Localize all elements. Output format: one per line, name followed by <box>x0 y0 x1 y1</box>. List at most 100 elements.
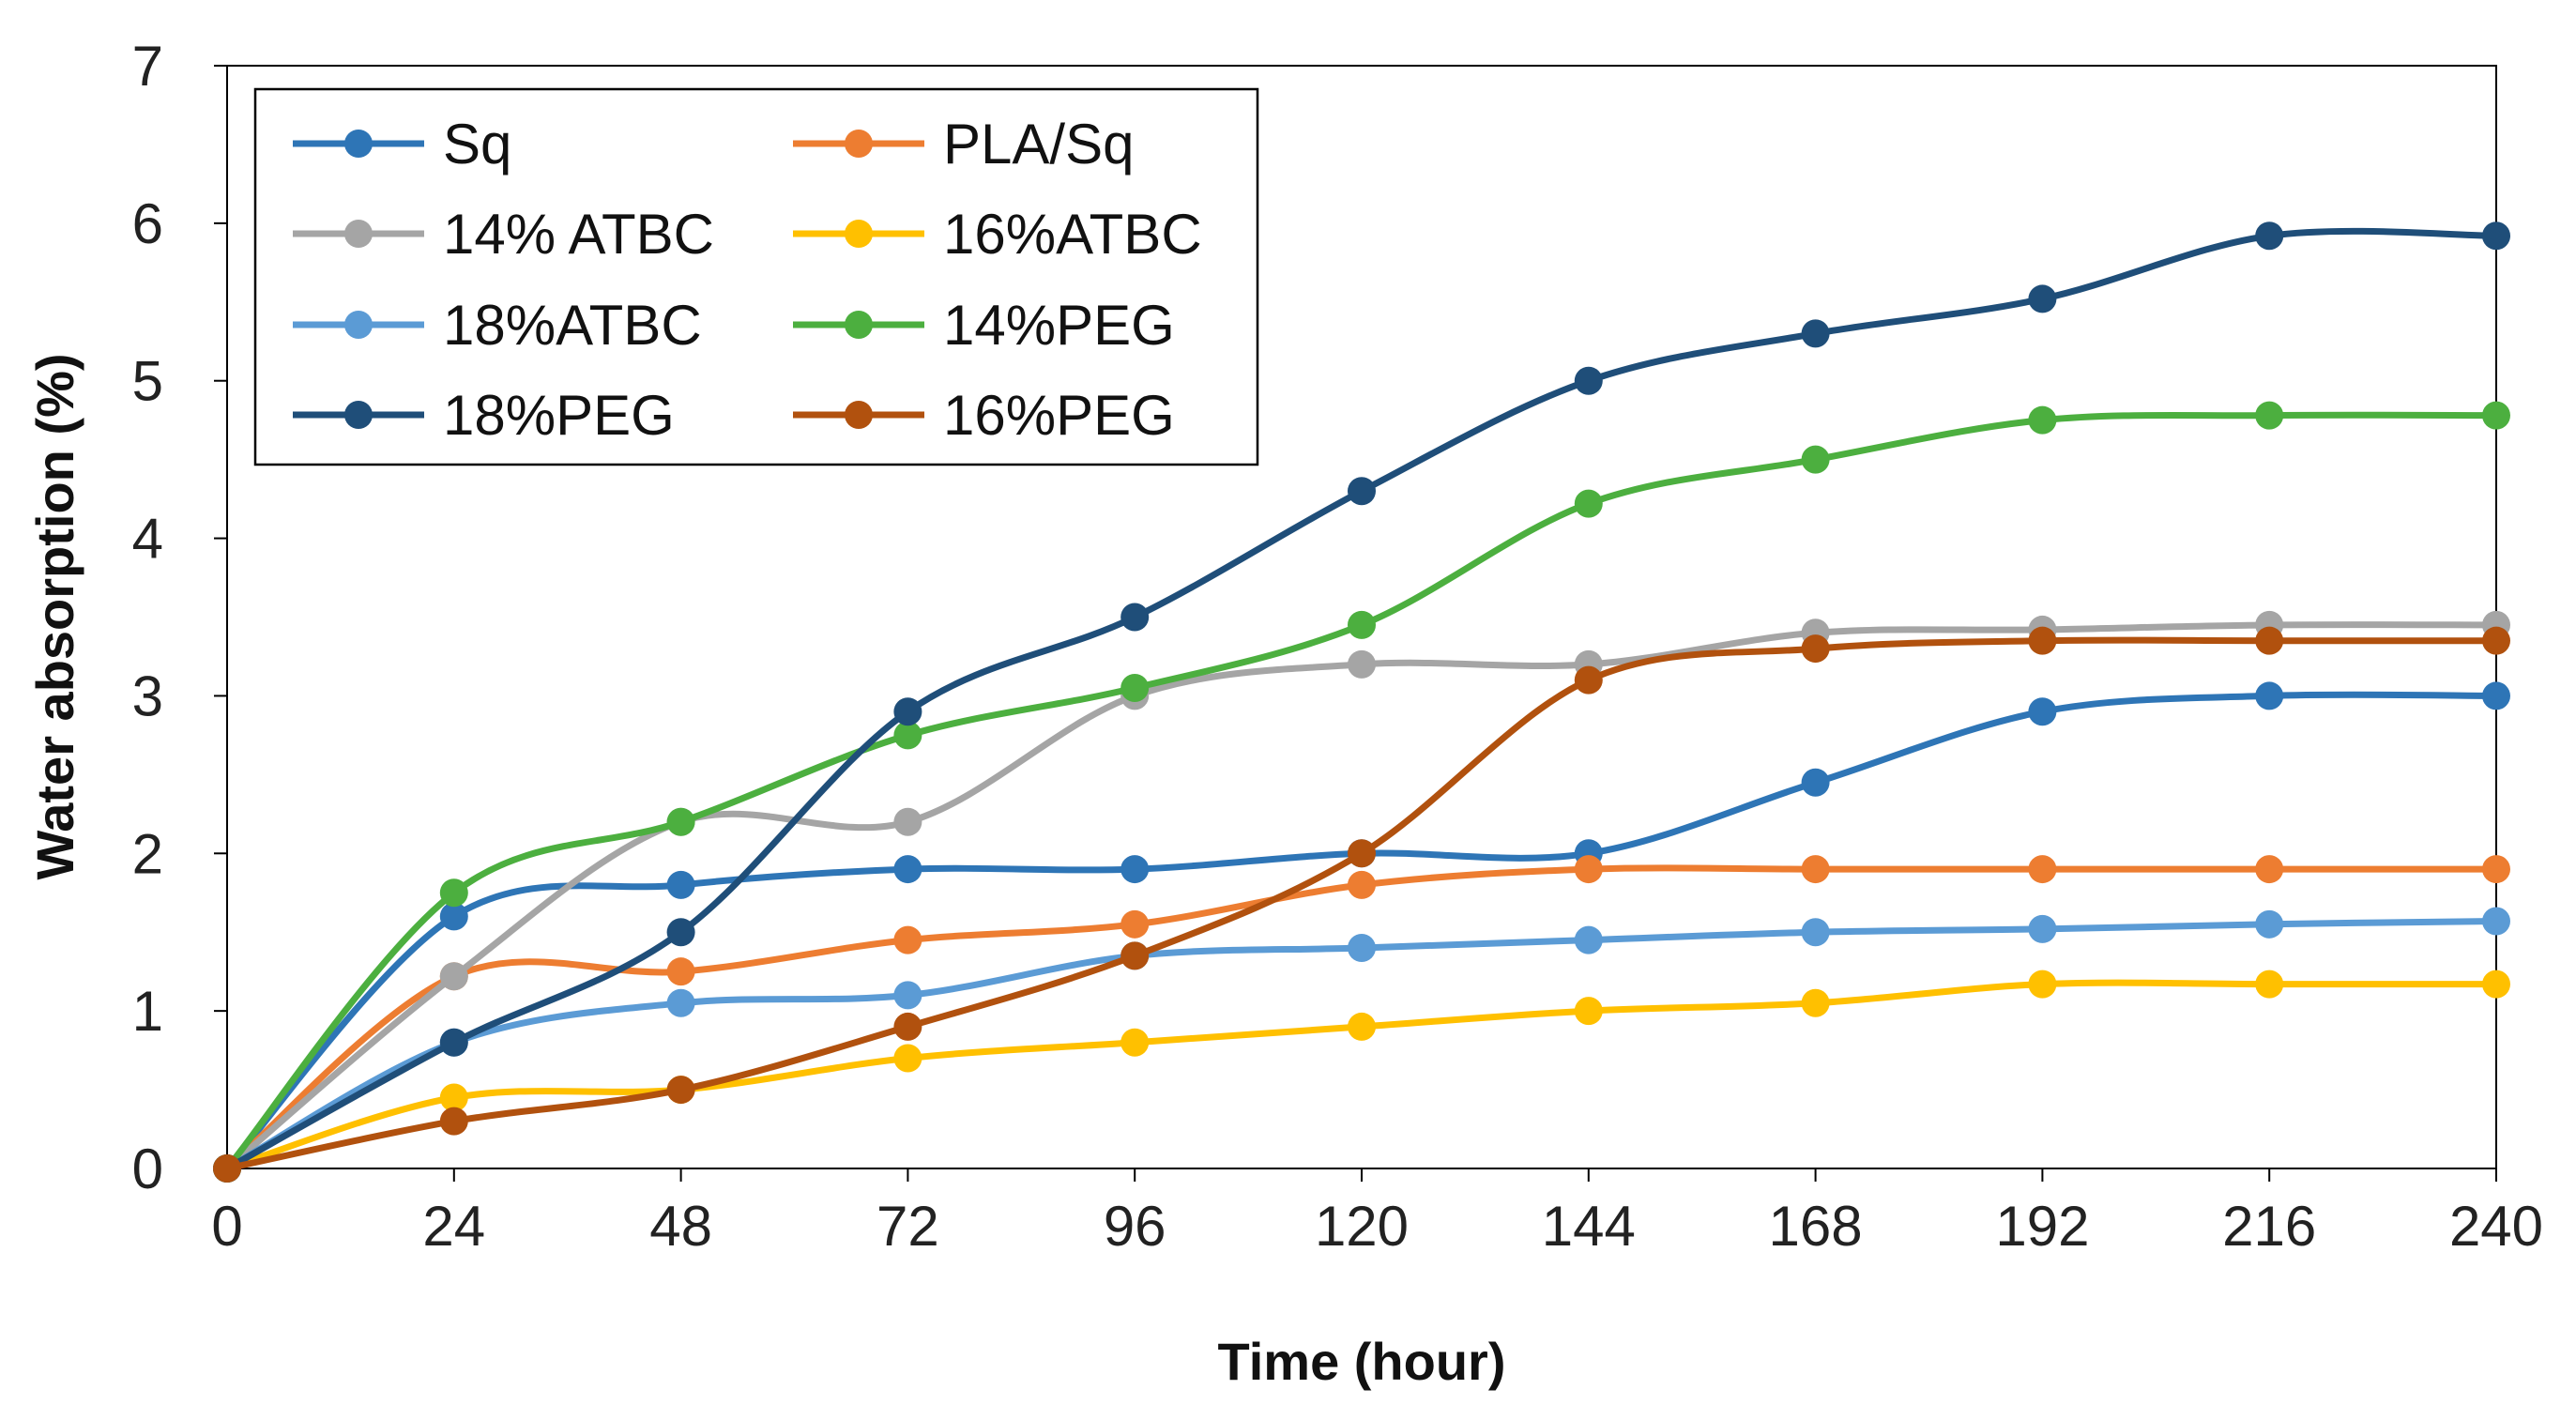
point-sq-216 <box>2255 681 2284 710</box>
legend: Sq PLA/Sq 14% ATBC 16%ATBC 18%ATBC 14%PEG 18%P… <box>253 87 1259 466</box>
point-16-atbc-96 <box>1120 1028 1150 1057</box>
x-tick-label-192: 192 <box>1995 1195 2089 1258</box>
legend-label-pla-sq: PLA/Sq <box>943 113 1134 176</box>
tick-layer: 0 24 48 72 96 120 144 168 192 216 240 0 1 2 3 4 5 6 7 <box>132 35 2543 1258</box>
point-sq-48 <box>666 870 695 899</box>
series-line-18-peg <box>223 227 2500 1172</box>
point-16-peg-144 <box>1574 665 1603 695</box>
series-layer <box>213 221 2510 1183</box>
legend-swatch-marker-16-atbc <box>845 220 873 248</box>
point-18-atbc-192 <box>2028 914 2057 943</box>
point-sq-72 <box>893 855 922 884</box>
legend-swatch-marker-sq <box>344 130 373 158</box>
series-line-sq <box>223 691 2500 1172</box>
point-18-atbc-48 <box>666 988 695 1017</box>
legend-item-sq: Sq <box>293 113 511 176</box>
point-18-atbc-120 <box>1348 934 1376 962</box>
x-axis-title: Time (hour) <box>1218 1332 1506 1391</box>
point-sq-192 <box>2028 697 2057 726</box>
point-18-peg-48 <box>666 918 695 947</box>
series-14-peg <box>213 401 2510 1183</box>
point-18-atbc-168 <box>1801 918 1830 947</box>
point-16-atbc-24 <box>439 1083 468 1112</box>
legend-box <box>253 87 1259 466</box>
legend-label-18-atbc: 18%ATBC <box>443 294 702 357</box>
y-tick-label-3: 3 <box>132 664 163 727</box>
y-tick-label-6: 6 <box>132 192 163 255</box>
point-16-atbc-216 <box>2255 970 2284 999</box>
x-tick-label-144: 144 <box>1542 1195 1636 1258</box>
point-18-peg-240 <box>2482 221 2510 251</box>
point-14-atbc-120 <box>1348 649 1376 679</box>
point-14-atbc-72 <box>893 807 922 836</box>
legend-swatch-marker-14-peg <box>845 311 873 339</box>
point-14-peg-168 <box>1801 445 1830 474</box>
point-pla-sq-144 <box>1574 855 1603 884</box>
point-18-atbc-144 <box>1574 925 1603 954</box>
legend-item-16-peg: 16%PEG <box>793 384 1175 447</box>
legend-label-sq: Sq <box>443 113 511 176</box>
legend-swatch-marker-16-peg <box>845 401 873 429</box>
y-axis-title-group: Water absorption (%) <box>25 353 84 879</box>
point-18-peg-168 <box>1801 319 1830 348</box>
x-tick-label-216: 216 <box>2222 1195 2316 1258</box>
legend-swatch-marker-18-atbc <box>344 311 373 339</box>
legend-item-18-atbc: 18%ATBC <box>293 294 702 357</box>
legend-swatch-marker-14-atbc <box>344 220 373 248</box>
point-pla-sq-72 <box>893 925 922 954</box>
point-16-peg-120 <box>1348 839 1376 868</box>
point-pla-sq-216 <box>2255 855 2284 884</box>
point-14-atbc-24 <box>439 962 468 991</box>
point-18-peg-144 <box>1574 366 1603 395</box>
point-pla-sq-48 <box>666 957 695 986</box>
point-16-peg-0 <box>213 1154 241 1183</box>
x-tick-label-120: 120 <box>1315 1195 1409 1258</box>
point-16-atbc-72 <box>893 1044 922 1073</box>
point-14-peg-120 <box>1348 610 1376 639</box>
point-18-peg-72 <box>893 697 922 726</box>
x-tick-label-0: 0 <box>211 1195 242 1258</box>
point-pla-sq-168 <box>1801 855 1830 884</box>
x-tick-label-96: 96 <box>1104 1195 1166 1258</box>
point-18-peg-24 <box>439 1028 468 1057</box>
y-tick-label-0: 0 <box>132 1138 163 1200</box>
point-14-peg-192 <box>2028 405 2057 435</box>
point-pla-sq-240 <box>2482 855 2510 884</box>
point-14-peg-96 <box>1120 674 1150 703</box>
legend-item-18-peg: 18%PEG <box>293 384 675 447</box>
point-16-peg-168 <box>1801 634 1830 664</box>
legend-item-14-peg: 14%PEG <box>793 294 1175 357</box>
point-18-peg-192 <box>2028 284 2057 313</box>
point-16-peg-192 <box>2028 626 2057 655</box>
point-18-atbc-216 <box>2255 909 2284 939</box>
point-14-peg-216 <box>2255 401 2284 430</box>
point-16-atbc-240 <box>2482 970 2510 999</box>
x-tick-label-240: 240 <box>2449 1195 2543 1258</box>
point-16-peg-24 <box>439 1107 468 1136</box>
y-tick-label-7: 7 <box>132 35 163 98</box>
point-16-atbc-144 <box>1574 997 1603 1026</box>
point-18-atbc-240 <box>2482 907 2510 936</box>
point-pla-sq-192 <box>2028 855 2057 884</box>
series-16-peg <box>213 626 2510 1183</box>
point-18-peg-216 <box>2255 221 2284 251</box>
legend-item-pla-sq: PLA/Sq <box>793 113 1134 176</box>
x-tick-label-48: 48 <box>649 1195 712 1258</box>
legend-swatch-marker-18-peg <box>344 401 373 429</box>
series-sq <box>213 681 2510 1183</box>
y-tick-label-2: 2 <box>132 822 163 885</box>
point-16-peg-216 <box>2255 626 2284 655</box>
point-18-peg-120 <box>1348 477 1376 506</box>
point-pla-sq-96 <box>1120 909 1150 939</box>
legend-label-14-peg: 14%PEG <box>943 294 1175 357</box>
legend-item-16-atbc: 16%ATBC <box>793 203 1202 266</box>
legend-label-16-atbc: 16%ATBC <box>943 203 1202 266</box>
point-14-peg-240 <box>2482 401 2510 430</box>
legend-swatch-marker-pla-sq <box>845 130 873 158</box>
point-16-peg-240 <box>2482 626 2510 655</box>
point-16-peg-96 <box>1120 941 1150 970</box>
y-tick-label-5: 5 <box>132 350 163 413</box>
point-sq-96 <box>1120 855 1150 884</box>
legend-label-14-atbc: 14% ATBC <box>443 203 714 266</box>
